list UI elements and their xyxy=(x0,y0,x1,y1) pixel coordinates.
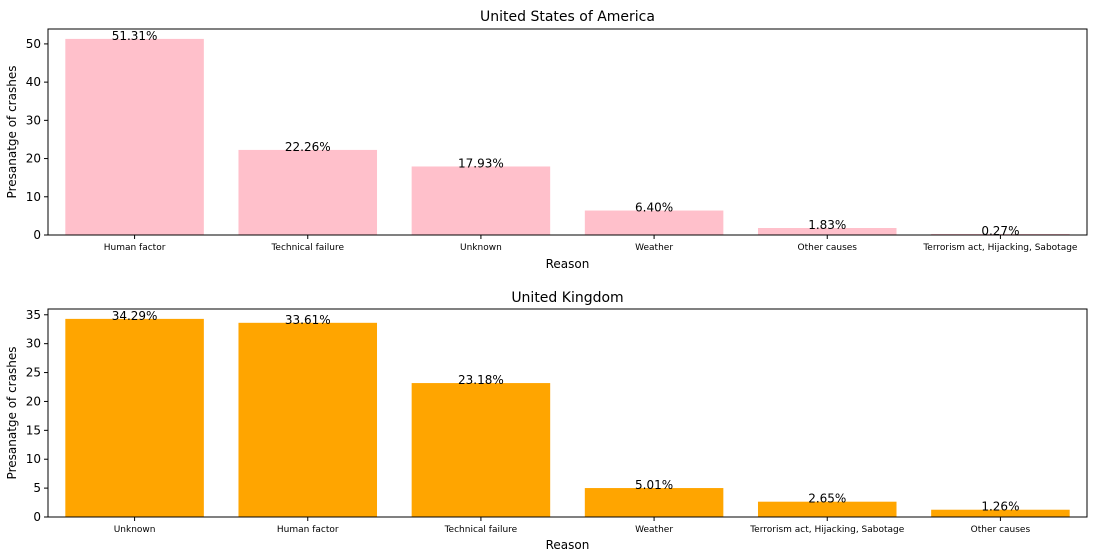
x-axis-label: Reason xyxy=(546,538,590,552)
y-tick-label: 5 xyxy=(33,481,41,495)
subplot-2: 0 5 10 15 20 25 30 35 Unknown 34.29% Human factor 3… xyxy=(5,290,1088,552)
bar xyxy=(584,488,724,517)
data-label: 23.18% xyxy=(458,373,504,387)
chart-title: United States of America xyxy=(480,9,655,25)
x-tick-label: Terrorism act, Hijacking, Sabotage xyxy=(749,525,905,535)
x-tick-label: Unknown xyxy=(460,243,502,253)
x-tick-label: Terrorism act, Hijacking, Sabotage xyxy=(922,243,1078,253)
y-tick-label: 15 xyxy=(26,423,41,437)
data-label: 0.27% xyxy=(981,224,1019,238)
data-label: 22.26% xyxy=(285,140,331,154)
bar xyxy=(411,383,551,517)
bar xyxy=(584,210,724,235)
data-label: 1.26% xyxy=(981,500,1019,514)
x-tick-label: Weather xyxy=(635,525,673,535)
bar xyxy=(757,501,897,517)
y-tick-label: 0 xyxy=(33,228,41,242)
bar xyxy=(238,322,378,517)
bar xyxy=(411,166,551,235)
bar xyxy=(65,38,204,236)
x-tick-label: Human factor xyxy=(277,525,339,535)
y-tick-label: 25 xyxy=(26,366,41,380)
x-tick-label: Unknown xyxy=(114,525,156,535)
bar xyxy=(931,509,1070,517)
y-axis-label: Presanatge of crashes xyxy=(5,347,19,480)
y-tick-label: 40 xyxy=(26,75,41,89)
y-axis-label: Presanatge of crashes xyxy=(5,66,19,199)
y-tick-label: 10 xyxy=(26,452,41,466)
data-label: 1.83% xyxy=(808,218,846,232)
y-tick-label: 50 xyxy=(26,37,41,51)
x-tick-label: Other causes xyxy=(798,243,858,253)
x-axis-label: Reason xyxy=(546,257,590,271)
x-tick-label: Technical failure xyxy=(444,525,518,535)
plot-frame xyxy=(47,308,1088,518)
x-tick-label: Weather xyxy=(635,243,673,253)
y-tick-label: 10 xyxy=(26,190,41,204)
subplot-1: 0 10 20 30 40 50 Human factor 51.31% Technical f… xyxy=(5,9,1088,271)
data-label: 51.31% xyxy=(112,29,158,43)
data-label: 33.61% xyxy=(285,313,331,327)
data-label: 5.01% xyxy=(635,478,673,492)
x-tick-label: Other causes xyxy=(971,525,1031,535)
plot-frame xyxy=(47,28,1088,236)
data-label: 6.40% xyxy=(635,201,673,215)
data-label: 17.93% xyxy=(458,156,504,170)
y-tick-label: 30 xyxy=(26,113,41,127)
y-tick-label: 20 xyxy=(26,394,41,408)
chart-title: United Kingdom xyxy=(511,290,623,306)
bar xyxy=(238,149,378,235)
bar xyxy=(65,318,204,517)
y-tick-label: 0 xyxy=(33,510,41,524)
y-tick-label: 30 xyxy=(26,337,41,351)
y-tick-label: 35 xyxy=(26,308,41,322)
data-label: 34.29% xyxy=(112,309,158,323)
bar xyxy=(757,228,897,235)
data-label: 2.65% xyxy=(808,492,846,506)
bar xyxy=(931,233,1070,235)
y-tick-label: 20 xyxy=(26,152,41,166)
x-tick-label: Human factor xyxy=(104,243,166,253)
x-tick-label: Technical failure xyxy=(270,243,344,253)
